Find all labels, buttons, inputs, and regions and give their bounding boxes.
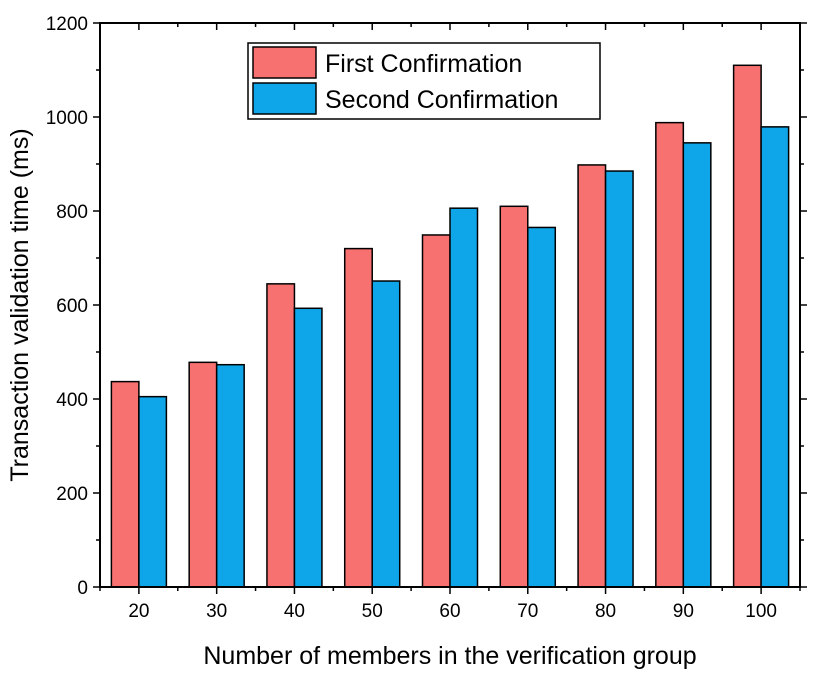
y-tick-label: 1000 — [46, 108, 88, 129]
bar-first-80 — [577, 164, 607, 588]
bar-first-30 — [188, 361, 218, 588]
y-tick-label: 0 — [77, 578, 88, 599]
legend-label-first-confirmation: First Confirmation — [325, 50, 522, 78]
bars-layer — [110, 64, 790, 588]
bar-first-40 — [266, 283, 296, 588]
bar-second-100 — [760, 126, 790, 588]
x-tick-label: 50 — [362, 601, 383, 622]
axis-ticks — [93, 22, 807, 594]
bar-second-40 — [293, 307, 323, 588]
legend-swatch-second-confirmation — [252, 82, 317, 115]
bar-second-60 — [449, 207, 479, 588]
x-tick-label: 90 — [673, 601, 694, 622]
y-tick-labels: 0 200 400 600 800 1000 1200 — [46, 14, 88, 599]
bar-first-50 — [343, 247, 373, 588]
y-tick-label: 400 — [56, 390, 88, 411]
x-tick-label: 60 — [439, 601, 460, 622]
legend-swatch-first-confirmation — [252, 46, 317, 79]
bar-second-70 — [527, 226, 557, 588]
y-tick-label: 800 — [56, 202, 88, 223]
x-tick-label: 70 — [517, 601, 538, 622]
y-tick-label: 200 — [56, 484, 88, 505]
bar-second-20 — [138, 395, 168, 588]
bar-second-80 — [604, 170, 634, 588]
x-tick-label: 100 — [745, 601, 777, 622]
bar-first-70 — [499, 205, 529, 588]
x-tick-label: 40 — [284, 601, 305, 622]
bar-second-90 — [682, 142, 712, 588]
bar-first-20 — [110, 380, 140, 588]
bar-second-50 — [371, 280, 401, 588]
y-axis-title: Transaction validation time (ms) — [6, 128, 34, 481]
x-tick-labels: 20 30 40 50 60 70 80 90 100 — [128, 601, 777, 622]
y-tick-label: 600 — [56, 296, 88, 317]
bar-first-100 — [732, 64, 762, 588]
y-tick-label: 1200 — [46, 14, 88, 35]
x-tick-label: 30 — [206, 601, 227, 622]
x-tick-label: 80 — [595, 601, 616, 622]
bar-first-90 — [655, 121, 685, 588]
bar-second-30 — [215, 363, 245, 588]
bar-first-60 — [421, 234, 451, 588]
x-axis-title: Number of members in the verification gr… — [203, 642, 696, 670]
legend: First Confirmation Second Confirmation — [247, 42, 601, 120]
legend-label-second-confirmation: Second Confirmation — [325, 86, 558, 114]
x-tick-label: 20 — [128, 601, 149, 622]
